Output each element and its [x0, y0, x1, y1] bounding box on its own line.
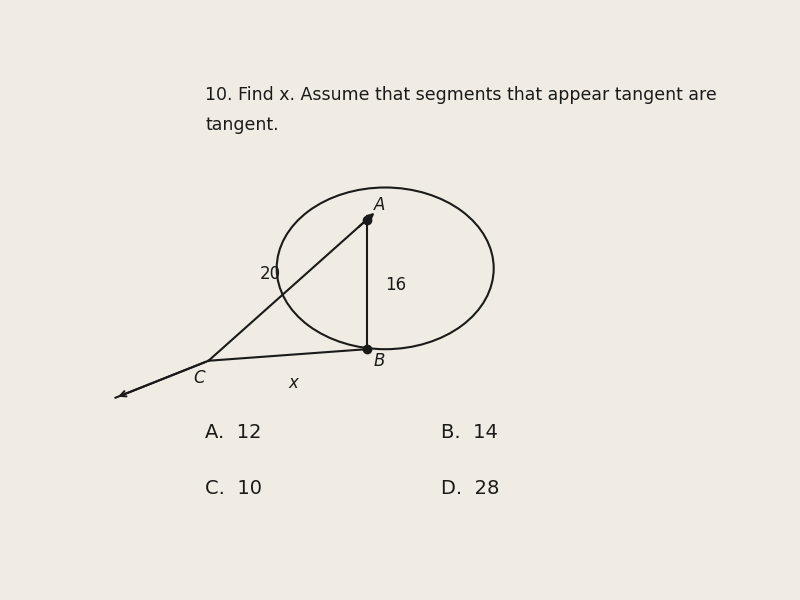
Text: C.  10: C. 10 — [206, 479, 262, 497]
Text: A: A — [374, 196, 386, 214]
Text: D.  28: D. 28 — [441, 479, 499, 497]
Text: B.  14: B. 14 — [441, 423, 498, 442]
Text: 10. Find x. Assume that segments that appear tangent are: 10. Find x. Assume that segments that ap… — [206, 86, 717, 104]
Text: C: C — [194, 369, 206, 387]
Text: 20: 20 — [260, 265, 282, 283]
Text: A.  12: A. 12 — [206, 423, 262, 442]
Text: 16: 16 — [386, 275, 406, 293]
Text: B: B — [374, 352, 386, 370]
Text: tangent.: tangent. — [206, 116, 279, 134]
Text: x: x — [289, 374, 298, 392]
